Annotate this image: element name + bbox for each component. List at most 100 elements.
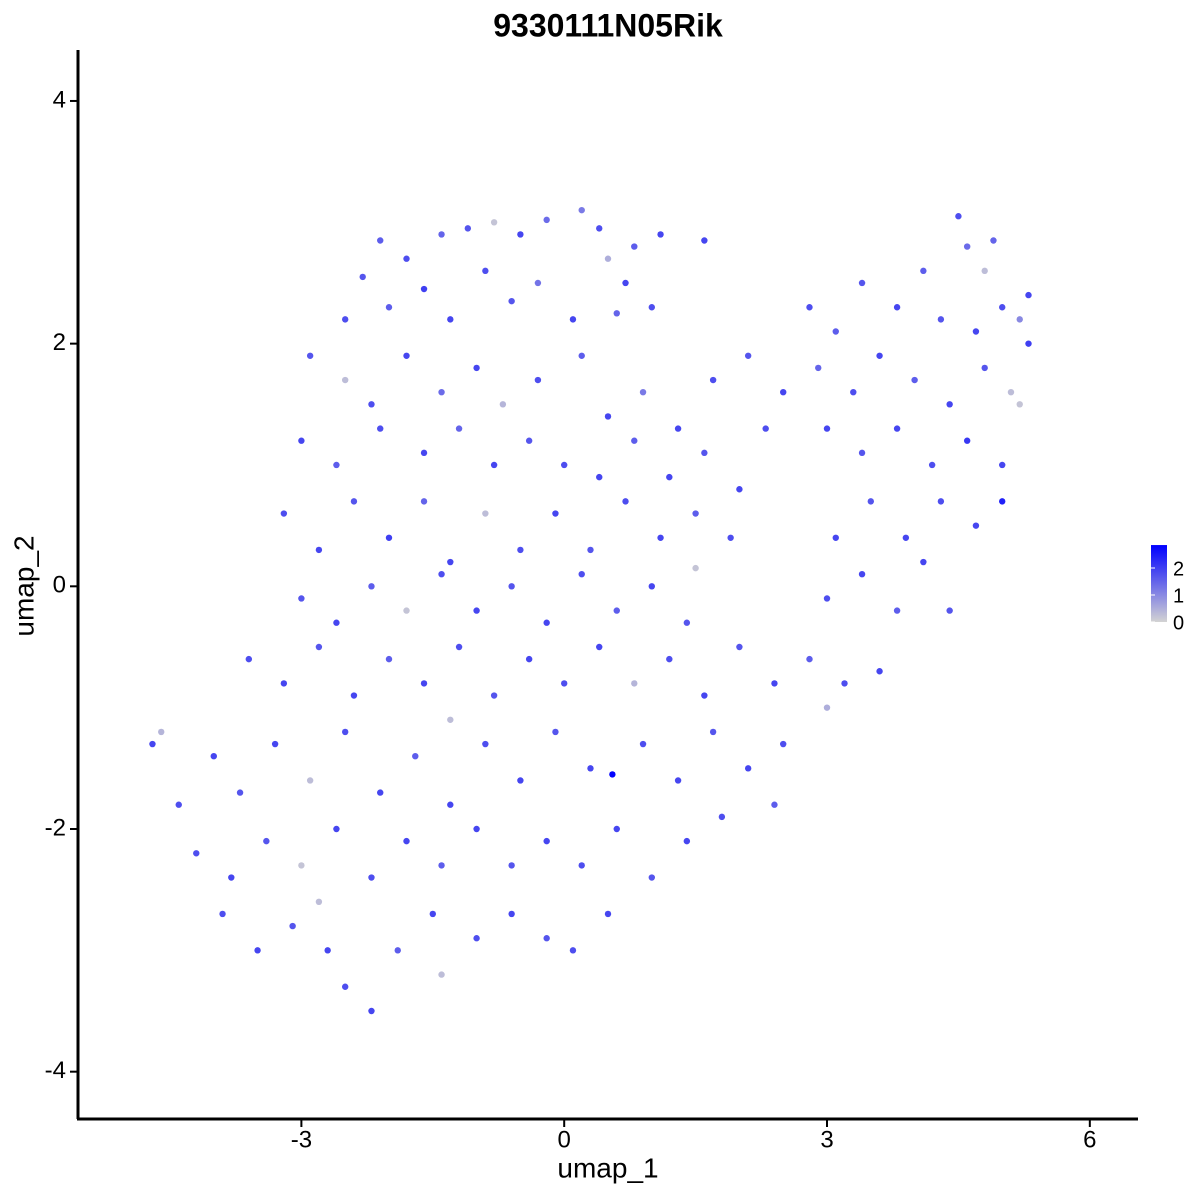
point <box>473 935 480 942</box>
point <box>490 461 498 469</box>
point <box>403 352 410 359</box>
point <box>648 304 656 311</box>
point <box>604 910 612 918</box>
point <box>701 692 708 699</box>
point <box>823 595 831 602</box>
point <box>578 862 585 869</box>
point <box>744 352 752 359</box>
point <box>394 947 401 954</box>
point <box>350 498 358 505</box>
point <box>999 461 1006 469</box>
point <box>972 328 980 335</box>
point <box>596 473 603 481</box>
point <box>447 801 454 808</box>
point <box>306 777 314 784</box>
point <box>420 498 428 505</box>
point <box>377 425 384 432</box>
point <box>937 316 945 323</box>
point <box>403 837 410 845</box>
point <box>315 898 323 906</box>
point <box>683 619 691 626</box>
point <box>657 231 664 238</box>
point <box>517 546 524 554</box>
point <box>709 376 717 384</box>
x-tick-label: 0 <box>558 1126 571 1153</box>
point <box>999 498 1006 505</box>
point <box>552 510 559 517</box>
point <box>648 874 656 881</box>
point <box>149 740 156 748</box>
point <box>1025 291 1032 299</box>
point <box>438 971 445 978</box>
point <box>447 316 454 323</box>
point <box>333 619 340 626</box>
point <box>893 607 901 614</box>
point <box>806 304 813 311</box>
point <box>1025 340 1032 347</box>
point <box>1007 388 1015 396</box>
point <box>858 279 866 287</box>
point <box>534 279 542 287</box>
point <box>858 449 866 457</box>
point <box>473 607 480 614</box>
point <box>341 376 349 384</box>
point <box>543 619 550 626</box>
point <box>455 425 463 432</box>
point <box>464 225 472 232</box>
point <box>385 534 393 541</box>
point <box>648 583 656 590</box>
point <box>271 740 279 748</box>
point <box>674 425 682 432</box>
point <box>823 704 831 711</box>
point <box>525 437 533 444</box>
point <box>613 825 620 833</box>
point <box>736 486 743 493</box>
point <box>911 376 918 384</box>
point <box>771 680 778 687</box>
point <box>368 583 375 590</box>
point <box>385 655 393 663</box>
point <box>639 388 647 396</box>
point <box>972 522 980 529</box>
point <box>622 279 629 287</box>
point <box>341 728 349 736</box>
point <box>403 607 410 614</box>
x-tick-label: 3 <box>820 1126 833 1153</box>
point <box>762 425 769 432</box>
point <box>482 510 489 517</box>
point <box>981 364 988 372</box>
point <box>893 425 901 432</box>
point <box>815 364 822 372</box>
point <box>701 237 708 244</box>
point <box>482 740 489 748</box>
point <box>920 558 927 566</box>
point <box>604 413 612 420</box>
point <box>937 498 945 505</box>
point <box>263 837 270 845</box>
point <box>473 364 480 372</box>
point <box>412 752 419 760</box>
point <box>569 316 577 323</box>
point <box>543 216 550 224</box>
point <box>631 680 638 687</box>
point <box>499 401 507 408</box>
point <box>578 206 585 214</box>
point <box>552 728 559 736</box>
point <box>596 225 603 232</box>
point <box>876 352 883 359</box>
point <box>692 564 699 572</box>
point <box>245 655 253 663</box>
point <box>447 716 454 723</box>
point <box>902 534 910 541</box>
point <box>429 910 436 918</box>
point <box>709 728 717 736</box>
point <box>315 643 323 651</box>
point <box>1016 316 1023 323</box>
point <box>639 740 647 748</box>
point <box>858 570 866 578</box>
point <box>438 231 445 238</box>
point <box>657 534 664 541</box>
point <box>999 304 1006 311</box>
point <box>438 388 445 396</box>
